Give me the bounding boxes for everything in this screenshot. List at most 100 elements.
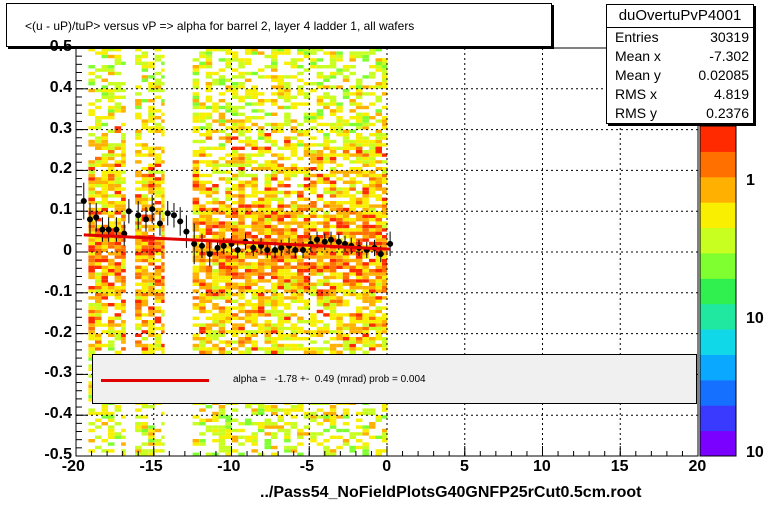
heatmap-cell <box>336 286 343 290</box>
heatmap-cell <box>108 252 115 256</box>
heatmap-cell <box>323 235 330 239</box>
heatmap-cell <box>297 167 304 171</box>
heatmap-cell <box>121 139 126 144</box>
heatmap-cell <box>212 105 219 110</box>
heatmap-cell <box>362 313 369 317</box>
heatmap-cell <box>199 105 206 110</box>
heatmap-cell <box>297 255 304 259</box>
heatmap-cell <box>257 425 265 429</box>
heatmap-cell <box>205 231 213 235</box>
heatmap-cell <box>355 126 363 130</box>
heatmap-cell <box>148 439 155 443</box>
heatmap-cell <box>362 204 369 208</box>
heatmap-cell <box>88 289 95 293</box>
heatmap-cell <box>225 139 232 144</box>
heatmap-cell <box>225 449 232 453</box>
heatmap-cell <box>355 296 363 300</box>
heatmap-cell <box>336 163 343 167</box>
heatmap-cell <box>212 279 219 283</box>
heatmap-cell <box>121 160 126 164</box>
heatmap-cell <box>310 204 317 208</box>
heatmap-cell <box>369 422 376 426</box>
heatmap-cell <box>225 316 232 320</box>
heatmap-cell <box>114 330 122 334</box>
heatmap-cell <box>95 122 102 127</box>
heatmap-cell <box>101 343 108 348</box>
heatmap-cell <box>257 231 265 235</box>
heatmap-cell <box>135 296 142 300</box>
heatmap-cell <box>323 340 330 344</box>
heatmap-cell <box>323 265 330 269</box>
heatmap-cell <box>205 218 213 222</box>
heatmap-cell <box>271 211 278 215</box>
heatmap-cell <box>271 160 278 164</box>
heatmap-cell <box>336 343 343 348</box>
heatmap-cell <box>382 296 387 300</box>
heatmap-cell <box>375 218 382 222</box>
heatmap-cell <box>192 150 200 154</box>
heatmap-cell <box>95 309 102 314</box>
heatmap-cell <box>277 269 284 273</box>
heatmap-cell <box>264 167 271 171</box>
heatmap-cell <box>369 48 376 52</box>
heatmap-cell <box>297 224 304 229</box>
heatmap-cell <box>382 122 387 127</box>
heatmap-cell <box>141 415 149 419</box>
heatmap-cell <box>290 190 298 195</box>
heatmap-cell <box>199 269 206 273</box>
heatmap-cell <box>161 160 165 164</box>
heatmap-cell <box>284 105 291 110</box>
heatmap-cell <box>212 184 219 188</box>
heatmap-cell <box>121 265 126 269</box>
heatmap-cell <box>101 275 108 280</box>
heatmap-cell <box>199 65 206 69</box>
heatmap-cell <box>135 255 142 259</box>
heatmap-cell <box>271 48 278 52</box>
heatmap-cell <box>284 156 291 161</box>
heatmap-cell <box>284 139 291 144</box>
heatmap-cell <box>264 75 271 79</box>
heatmap-cell <box>88 262 95 266</box>
heatmap-cell <box>154 170 162 174</box>
heatmap-cell <box>244 92 252 96</box>
heatmap-cell <box>192 160 200 164</box>
x-tick-label: -5 <box>299 458 314 475</box>
heatmap-cell <box>218 58 226 62</box>
heatmap-cell <box>135 129 142 133</box>
heatmap-cell <box>264 194 271 198</box>
heatmap-cell <box>316 122 324 127</box>
heatmap-cell <box>342 428 350 433</box>
heatmap-cell <box>329 51 337 55</box>
heatmap-cell <box>303 184 311 188</box>
heatmap-cell <box>290 170 298 174</box>
heatmap-cell <box>218 333 226 337</box>
heatmap-cell <box>349 235 356 239</box>
heatmap-cell <box>349 187 356 191</box>
profile-point <box>387 240 394 247</box>
heatmap-cell <box>88 177 95 181</box>
heatmap-cell <box>369 282 376 286</box>
heatmap-cell <box>375 95 382 99</box>
heatmap-cell <box>355 418 363 422</box>
heatmap-cell <box>218 320 226 324</box>
heatmap-cell <box>141 320 149 324</box>
heatmap-cell <box>251 221 258 225</box>
heatmap-cell <box>271 347 278 351</box>
heatmap-cell <box>382 272 387 276</box>
heatmap-cell <box>316 82 324 86</box>
heatmap-cell <box>290 289 298 293</box>
heatmap-cell <box>310 126 317 130</box>
heatmap-cell <box>199 309 206 314</box>
heatmap-cell <box>148 75 155 79</box>
heatmap-cell <box>231 54 239 59</box>
heatmap-cell <box>148 286 155 290</box>
heatmap-cell <box>264 340 271 344</box>
heatmap-cell <box>148 105 155 110</box>
heatmap-cell <box>161 88 165 93</box>
heatmap-cell <box>231 347 239 351</box>
heatmap-cell <box>284 190 291 195</box>
heatmap-cell <box>277 197 284 201</box>
heatmap-cell <box>284 439 291 443</box>
heatmap-cell <box>375 119 382 123</box>
heatmap-cell <box>303 306 311 310</box>
